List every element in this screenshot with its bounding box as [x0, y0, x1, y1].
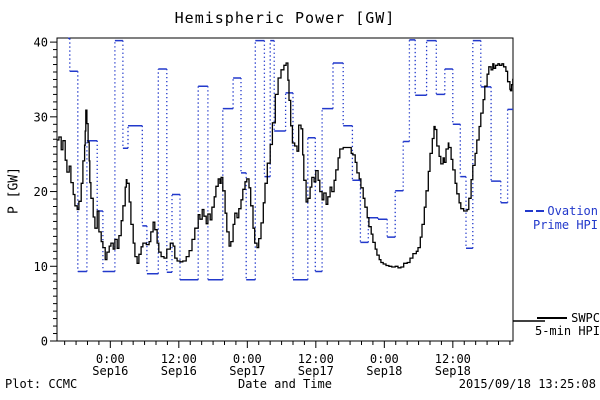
y-tick-label: 40 — [34, 36, 48, 50]
x-tick-date-label: Sep18 — [435, 364, 471, 378]
x-tick-date-label: Sep18 — [366, 364, 402, 378]
x-tick-date-label: Sep16 — [161, 364, 197, 378]
ovation-series — [68, 37, 513, 281]
ovation-dashed-line-icon — [536, 210, 545, 212]
x-tick-time-label: 12:00 — [435, 352, 471, 366]
x-tick-date-label: Sep16 — [92, 364, 128, 378]
x-tick-time-label: 0:00 — [233, 352, 262, 366]
ovation-dashed-line-icon — [525, 210, 534, 212]
y-tick-label: 0 — [41, 335, 48, 349]
legend-swpc-label2: 5-min HPI — [534, 324, 600, 338]
plot-timestamp: 2015/09/18 13:25:08 — [458, 377, 596, 391]
x-tick-time-label: 12:00 — [161, 352, 197, 366]
y-tick-label: 10 — [34, 260, 48, 274]
x-axis-label: Date and Time — [238, 377, 332, 391]
swpc-series — [57, 62, 514, 269]
legend-swpc-line1: SWPC — [512, 312, 600, 325]
legend-swpc: SWPC 5-min HPI — [512, 312, 600, 338]
legend-ovation: Ovation Prime HPI — [514, 204, 598, 232]
legend-ovation-label2: Prime HPI — [532, 218, 598, 232]
x-tick-time-label: 0:00 — [96, 352, 125, 366]
plot-source-text: Plot: CCMC — [5, 377, 78, 391]
x-tick-time-label: 0:00 — [370, 352, 399, 366]
y-tick-label: 30 — [34, 110, 48, 124]
legend-swpc-label1: SWPC — [571, 311, 600, 325]
page-title: Hemispheric Power [GW] — [174, 9, 396, 27]
legend-ovation-line1: Ovation — [514, 204, 598, 218]
swpc-solid-line-icon — [537, 317, 568, 319]
x-tick-date-label: Sep17 — [298, 364, 334, 378]
axes: 0102030400:00Sep1612:00Sep160:00Sep1712:… — [34, 36, 514, 378]
x-tick-date-label: Sep17 — [229, 364, 265, 378]
x-tick-time-label: 12:00 — [298, 352, 334, 366]
legend-ovation-label1: Ovation — [547, 204, 598, 218]
y-tick-label: 20 — [34, 185, 48, 199]
